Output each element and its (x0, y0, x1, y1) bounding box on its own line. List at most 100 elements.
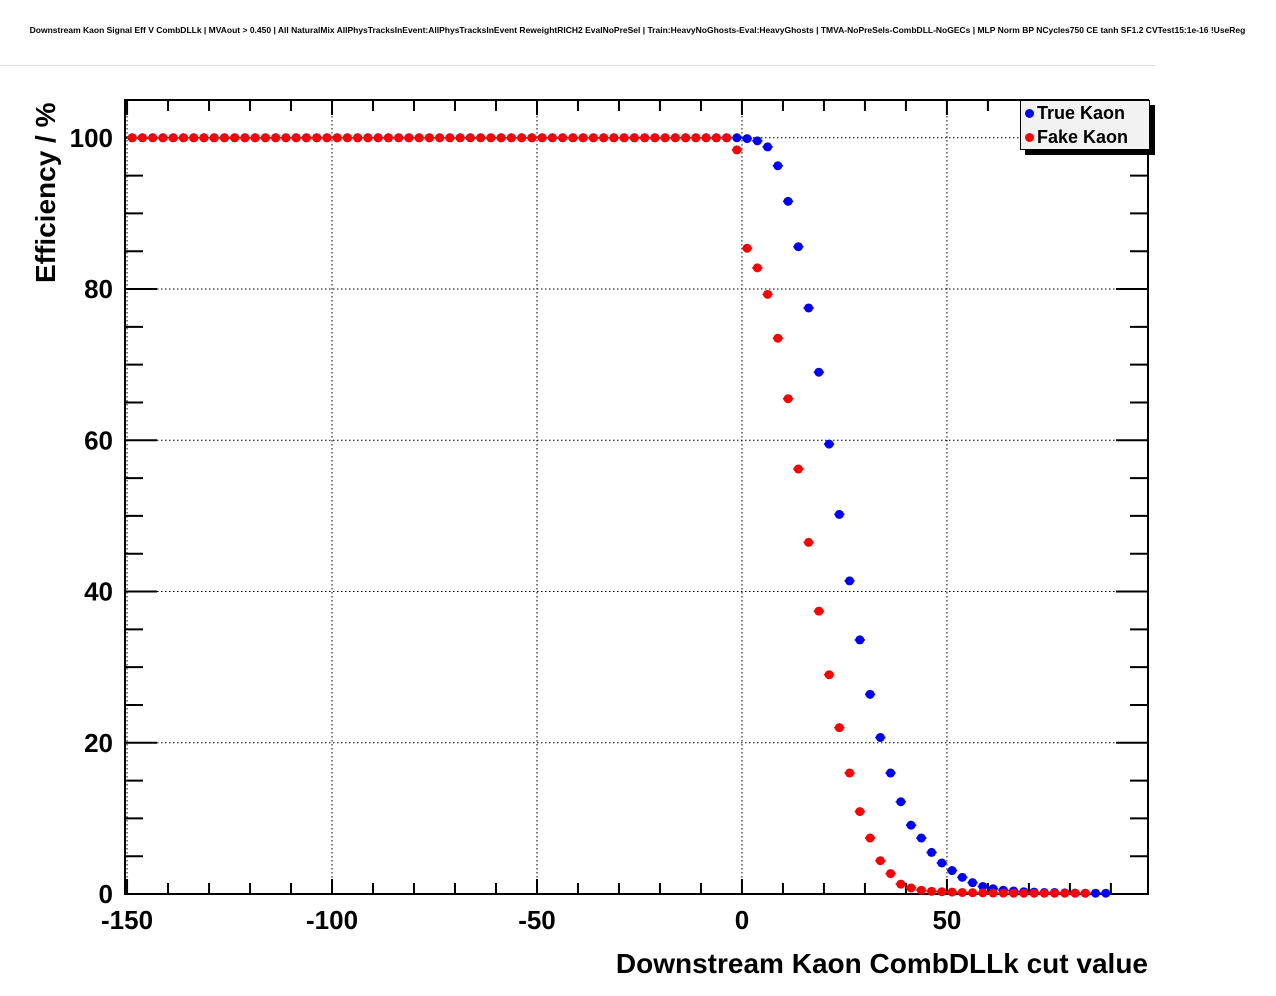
data-point-fake-kaon (476, 133, 486, 143)
data-point-true-kaon (1091, 888, 1101, 898)
data-point-true-kaon (783, 196, 793, 206)
data-point-fake-kaon (455, 133, 465, 143)
y-tick-label: 40 (84, 577, 113, 607)
data-point-fake-kaon (465, 133, 475, 143)
data-point-true-kaon (865, 689, 875, 699)
data-point-fake-kaon (178, 133, 188, 143)
data-point-fake-kaon (342, 133, 352, 143)
data-point-fake-kaon (629, 133, 639, 143)
data-point-true-kaon (957, 872, 967, 882)
data-point-fake-kaon (517, 133, 527, 143)
data-point-fake-kaon (968, 888, 978, 898)
data-point-true-kaon (978, 881, 988, 891)
data-point-fake-kaon (1060, 888, 1070, 898)
data-point-true-kaon (834, 509, 844, 519)
data-point-true-kaon (906, 820, 916, 830)
data-point-true-kaon (804, 303, 814, 313)
data-point-fake-kaon (619, 133, 629, 143)
x-tick-label: -150 (101, 905, 153, 935)
plot-title: Downstream Kaon Signal Eff V CombDLLk | … (29, 25, 1246, 35)
data-point-true-kaon (937, 858, 947, 868)
data-point-fake-kaon (763, 289, 773, 299)
data-point-fake-kaon (312, 133, 322, 143)
data-point-fake-kaon (424, 133, 434, 143)
data-point-fake-kaon (732, 145, 742, 155)
data-point-true-kaon (916, 833, 926, 843)
data-point-fake-kaon (609, 133, 619, 143)
data-point-fake-kaon (1019, 888, 1029, 898)
data-point-fake-kaon (650, 133, 660, 143)
data-point-fake-kaon (845, 768, 855, 778)
data-point-fake-kaon (578, 133, 588, 143)
data-point-true-kaon (773, 161, 783, 171)
data-point-fake-kaon (127, 133, 137, 143)
data-point-fake-kaon (978, 888, 988, 898)
fake-kaon-marker-icon (1025, 132, 1034, 142)
data-point-true-kaon (896, 797, 906, 807)
data-point-fake-kaon (937, 887, 947, 897)
data-point-fake-kaon (322, 133, 332, 143)
data-point-fake-kaon (916, 885, 926, 895)
data-point-fake-kaon (804, 537, 814, 547)
data-point-fake-kaon (158, 133, 168, 143)
data-point-fake-kaon (271, 133, 281, 143)
data-point-true-kaon (1101, 888, 1111, 898)
data-point-true-kaon (968, 878, 978, 888)
data-point-fake-kaon (353, 133, 363, 143)
data-point-fake-kaon (558, 133, 568, 143)
data-point-fake-kaon (588, 133, 598, 143)
data-point-fake-kaon (250, 133, 260, 143)
data-point-fake-kaon (281, 133, 291, 143)
x-axis-title: Downstream Kaon CombDLLk cut value (615, 948, 1148, 979)
data-point-fake-kaon (137, 133, 147, 143)
data-point-fake-kaon (568, 133, 578, 143)
data-point-fake-kaon (660, 133, 670, 143)
data-point-fake-kaon (230, 133, 240, 143)
data-point-fake-kaon (957, 887, 967, 897)
data-point-true-kaon (732, 133, 742, 143)
data-point-true-kaon (742, 134, 752, 144)
data-point-fake-kaon (291, 133, 301, 143)
data-point-fake-kaon (394, 133, 404, 143)
x-tick-label: -100 (306, 905, 358, 935)
data-point-fake-kaon (527, 133, 537, 143)
data-point-fake-kaon (927, 886, 937, 896)
data-point-fake-kaon (189, 133, 199, 143)
data-point-true-kaon (752, 136, 762, 146)
data-point-fake-kaon (886, 869, 896, 879)
data-point-fake-kaon (1039, 888, 1049, 898)
data-point-fake-kaon (875, 856, 885, 866)
plot-frame (124, 99, 1149, 895)
data-point-fake-kaon (435, 133, 445, 143)
data-point-fake-kaon (383, 133, 393, 143)
data-point-true-kaon (763, 142, 773, 152)
legend-entry-fake-kaon: Fake Kaon (1021, 125, 1149, 149)
data-point-fake-kaon (404, 133, 414, 143)
data-point-fake-kaon (988, 888, 998, 898)
y-tick-label: 100 (70, 123, 113, 153)
data-point-true-kaon (886, 768, 896, 778)
data-point-fake-kaon (793, 464, 803, 474)
data-point-fake-kaon (865, 833, 875, 843)
y-tick-label: 60 (84, 425, 113, 455)
data-point-fake-kaon (855, 807, 865, 817)
data-point-fake-kaon (199, 133, 209, 143)
y-axis-title: Efficiency / % (30, 102, 61, 283)
data-point-fake-kaon (599, 133, 609, 143)
data-point-fake-kaon (332, 133, 342, 143)
x-tick-label: 0 (735, 905, 749, 935)
data-point-true-kaon (824, 439, 834, 449)
data-point-fake-kaon (814, 606, 824, 616)
data-point-fake-kaon (506, 133, 516, 143)
legend-label: Fake Kaon (1037, 126, 1129, 147)
data-point-fake-kaon (301, 133, 311, 143)
data-point-fake-kaon (998, 888, 1008, 898)
x-tick-label: -50 (518, 905, 556, 935)
data-point-fake-kaon (834, 723, 844, 733)
data-point-fake-kaon (670, 133, 680, 143)
data-point-true-kaon (947, 866, 957, 876)
x-tick-label: 50 (932, 905, 961, 935)
data-point-fake-kaon (701, 133, 711, 143)
